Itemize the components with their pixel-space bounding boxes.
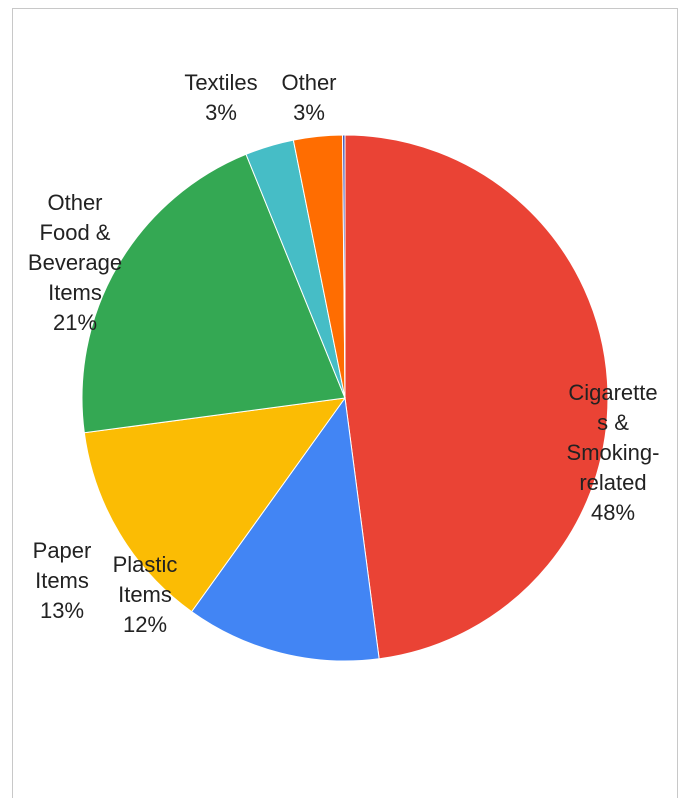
slice-name-text: Other — [281, 70, 336, 95]
slice-name-text: related — [579, 470, 646, 495]
slice-name-text: Textiles — [184, 70, 257, 95]
slice-name-text: Beverage — [28, 250, 122, 275]
slice-label: Textiles 3% — [184, 70, 257, 125]
slice-percent-text: 21% — [53, 310, 97, 335]
slice-name-text: Plastic — [113, 552, 178, 577]
slice-name-text: Food & — [40, 220, 111, 245]
pie-slice[interactable] — [81, 153, 346, 434]
slice-name-text: Items — [48, 280, 102, 305]
slice-label: Other 3% — [281, 70, 336, 125]
slice-label: Plastic Items 12% — [113, 552, 178, 637]
slice-name-text: Other — [47, 190, 102, 215]
pie-slice[interactable] — [344, 134, 609, 660]
pie-slice[interactable] — [342, 134, 346, 399]
slice-name-text: s & — [597, 410, 629, 435]
slice-percent-text: 3% — [205, 100, 237, 125]
slice-label: Cigarette s & Smoking-related 48% — [567, 380, 660, 525]
slice-percent-text: 13% — [40, 598, 84, 623]
slice-name-text: Paper — [33, 538, 92, 563]
slice-name-text: Cigarette — [568, 380, 657, 405]
slice-percent-text: 3% — [293, 100, 325, 125]
slice-percent-text: 12% — [123, 612, 167, 637]
slice-name-text: Items — [118, 582, 172, 607]
pie-slice[interactable] — [190, 396, 380, 662]
slice-name-text: Smoking- — [567, 440, 660, 465]
pie-slice[interactable] — [83, 397, 347, 613]
slice-percent-text: 48% — [591, 500, 635, 525]
slice-label: Paper Items 13% — [33, 538, 92, 623]
slice-name-text: Items — [35, 568, 89, 593]
slice-label: Other Food & Beverage Items 21% — [28, 190, 122, 335]
